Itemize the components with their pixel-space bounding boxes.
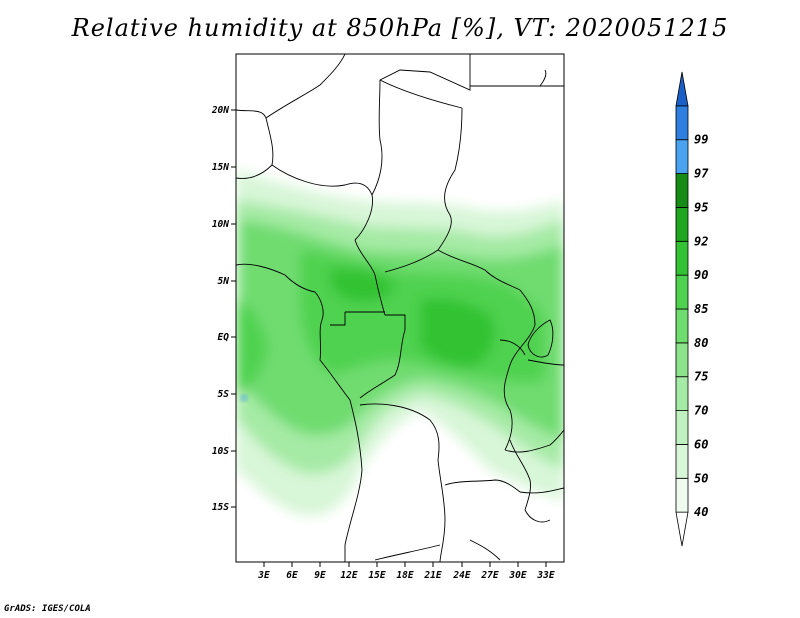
lon-tick-label: 18E <box>396 570 413 581</box>
colorbar-label: 95 <box>694 200 708 214</box>
colorbar-label: 70 <box>694 404 708 418</box>
colorbar-segment <box>675 240 689 276</box>
colorbar-segment <box>675 308 689 344</box>
colorbar-segment <box>675 444 689 479</box>
humidity-field <box>236 54 564 562</box>
lon-tick-label: 15E <box>368 570 385 581</box>
lat-tick-label: 10N <box>212 219 229 230</box>
colorbar-label: 40 <box>694 505 708 519</box>
colorbar-bottom-triangle <box>675 511 689 547</box>
colorbar-label: 99 <box>694 133 708 147</box>
lat-tick-label: 10S <box>212 446 229 457</box>
map-frame <box>235 53 565 563</box>
colorbar-label: 85 <box>694 302 708 316</box>
colorbar-label: 92 <box>694 234 708 248</box>
country-borders <box>236 54 564 562</box>
colorbar-segment <box>675 477 689 513</box>
colorbar-segment <box>675 410 689 445</box>
lat-tick-label: 5N <box>218 276 230 287</box>
colorbar-label: 80 <box>694 336 708 350</box>
colorbar-label: 97 <box>694 167 709 181</box>
lon-tick-label: 6E <box>286 570 298 581</box>
map-title: Relative humidity at 850hPa [%], VT: 202… <box>71 14 729 42</box>
colorbar-segments <box>675 71 689 547</box>
colorbar-segment <box>675 173 689 208</box>
lon-tick-label: 24E <box>452 570 470 581</box>
grads-credit: GrADS: IGES/COLA <box>4 604 91 614</box>
colorbar-label: 75 <box>694 370 708 384</box>
lon-tick-label: 30E <box>508 570 526 581</box>
colorbar-segment <box>675 376 689 411</box>
lon-tick-label: 3E <box>257 570 270 581</box>
colorbar-top-triangle <box>675 71 689 107</box>
colorbar-labels: 40 50 60 70 75 80 85 90 92 95 97 99 <box>694 133 709 519</box>
lat-tick-label: 5S <box>218 389 230 400</box>
lon-tick-label: 27E <box>480 570 498 581</box>
lat-tick-label: 15N <box>212 162 229 173</box>
colorbar: 40 50 60 70 75 80 85 90 92 95 97 99 <box>675 71 709 547</box>
colorbar-label: 60 <box>694 437 708 451</box>
lat-tick-label: EQ <box>218 332 230 343</box>
lon-tick-label: 12E <box>340 570 357 581</box>
colorbar-label: 90 <box>694 268 708 282</box>
lon-tick-label: 9E <box>314 570 326 581</box>
longitude-axis: 3E 6E 9E 12E 15E 18E 21E 24E 27E 30E 33E <box>257 562 555 581</box>
colorbar-segment <box>675 342 689 378</box>
colorbar-segment <box>675 139 689 174</box>
colorbar-segment <box>675 105 689 141</box>
colorbar-segment <box>675 207 689 242</box>
latitude-axis: 20N 15N 10N 5N EQ 5S 10S 15S <box>211 105 236 513</box>
colorbar-segment <box>675 274 689 310</box>
lon-tick-label: 21E <box>423 570 441 581</box>
lon-tick-label: 33E <box>536 570 554 581</box>
lat-tick-label: 15S <box>212 502 229 513</box>
colorbar-label: 50 <box>694 471 708 485</box>
lat-tick-label: 20N <box>211 105 229 116</box>
